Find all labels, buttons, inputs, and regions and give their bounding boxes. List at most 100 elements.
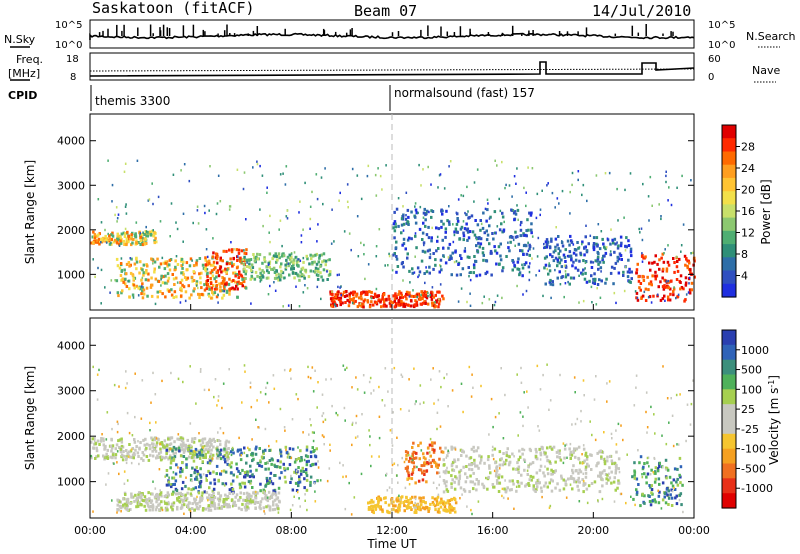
data-cell [210, 500, 214, 504]
data-cell [523, 391, 525, 394]
data-cell [355, 414, 358, 418]
data-cell [314, 369, 316, 372]
data-cell [551, 191, 554, 195]
data-cell [560, 241, 564, 245]
data-cell [254, 496, 256, 499]
data-cell [593, 480, 597, 484]
data-cell [434, 301, 436, 304]
data-cell [422, 211, 426, 215]
data-cell [678, 498, 681, 502]
data-cell [436, 235, 439, 239]
data-cell [615, 301, 617, 305]
data-cell [302, 260, 305, 264]
data-cell [174, 265, 177, 269]
data-cell [231, 264, 234, 268]
data-cell [491, 449, 494, 452]
colorbar-tick-label: -25 [741, 423, 759, 436]
data-cell [398, 494, 400, 497]
data-cell [671, 490, 674, 493]
data-cell [426, 302, 430, 306]
data-cell [411, 446, 414, 449]
data-cell [202, 446, 204, 449]
data-cell [95, 449, 99, 453]
data-cell [268, 479, 272, 483]
data-cell [245, 218, 247, 221]
data-cell [120, 510, 122, 513]
data-cell [636, 296, 639, 300]
data-cell [419, 302, 423, 306]
data-cell [176, 497, 179, 501]
data-cell [303, 477, 306, 481]
data-cell [550, 296, 552, 300]
data-cell [379, 498, 383, 502]
data-cell [519, 223, 522, 227]
data-cell [125, 241, 128, 245]
data-cell [124, 282, 127, 286]
data-cell [275, 255, 278, 258]
data-cell [315, 173, 318, 176]
data-cell [182, 503, 186, 507]
data-cell [91, 235, 94, 239]
data-cell [581, 272, 584, 276]
data-cell [662, 260, 666, 264]
data-cell [559, 283, 562, 286]
data-cell [438, 471, 441, 474]
data-cell [640, 254, 644, 258]
data-cell [210, 498, 213, 502]
data-cell [645, 475, 648, 479]
data-cell [657, 489, 659, 492]
data-cell [208, 209, 210, 212]
data-cell [429, 502, 432, 506]
x-tick-label: 20:00 [577, 524, 609, 537]
data-cell [375, 287, 378, 291]
data-cell [511, 259, 514, 263]
data-cell [222, 249, 225, 253]
data-cell [151, 442, 154, 446]
data-cell [156, 456, 160, 459]
data-cell [454, 227, 458, 231]
data-cell [367, 506, 371, 510]
power-colorbar-label: Power [dB] [759, 179, 773, 244]
data-cell [369, 500, 372, 504]
data-cell [411, 495, 414, 499]
data-cell [635, 291, 639, 295]
data-cell [486, 458, 490, 462]
data-cell [516, 373, 518, 376]
data-cell [439, 265, 442, 268]
data-cell [243, 505, 247, 509]
data-cell [569, 254, 573, 258]
data-cell [670, 279, 673, 283]
data-cell [473, 266, 476, 270]
data-cell [577, 170, 580, 173]
data-cell [127, 455, 130, 458]
data-cell [195, 477, 199, 481]
data-cell [234, 503, 238, 507]
data-cell [607, 478, 610, 482]
data-cell [147, 505, 151, 509]
data-cell [221, 279, 225, 283]
data-cell [406, 506, 409, 510]
data-cell [210, 496, 213, 500]
data-cell [273, 276, 277, 280]
data-cell [539, 208, 542, 211]
data-cell [134, 372, 136, 375]
data-cell [192, 455, 195, 459]
data-cell [92, 446, 95, 450]
data-cell [396, 474, 398, 477]
data-cell [393, 297, 397, 301]
data-cell [441, 212, 444, 216]
data-cell [422, 463, 426, 467]
data-cell [473, 181, 476, 184]
data-cell [468, 215, 471, 219]
data-cell [331, 404, 333, 408]
data-cell [381, 510, 384, 514]
data-cell [162, 275, 165, 279]
data-cell [263, 260, 267, 264]
data-cell [172, 476, 176, 480]
data-cell [172, 173, 175, 176]
data-cell [559, 373, 561, 377]
data-cell [527, 484, 531, 487]
data-cell [190, 275, 194, 279]
data-cell [654, 471, 657, 475]
data-cell [359, 302, 362, 305]
